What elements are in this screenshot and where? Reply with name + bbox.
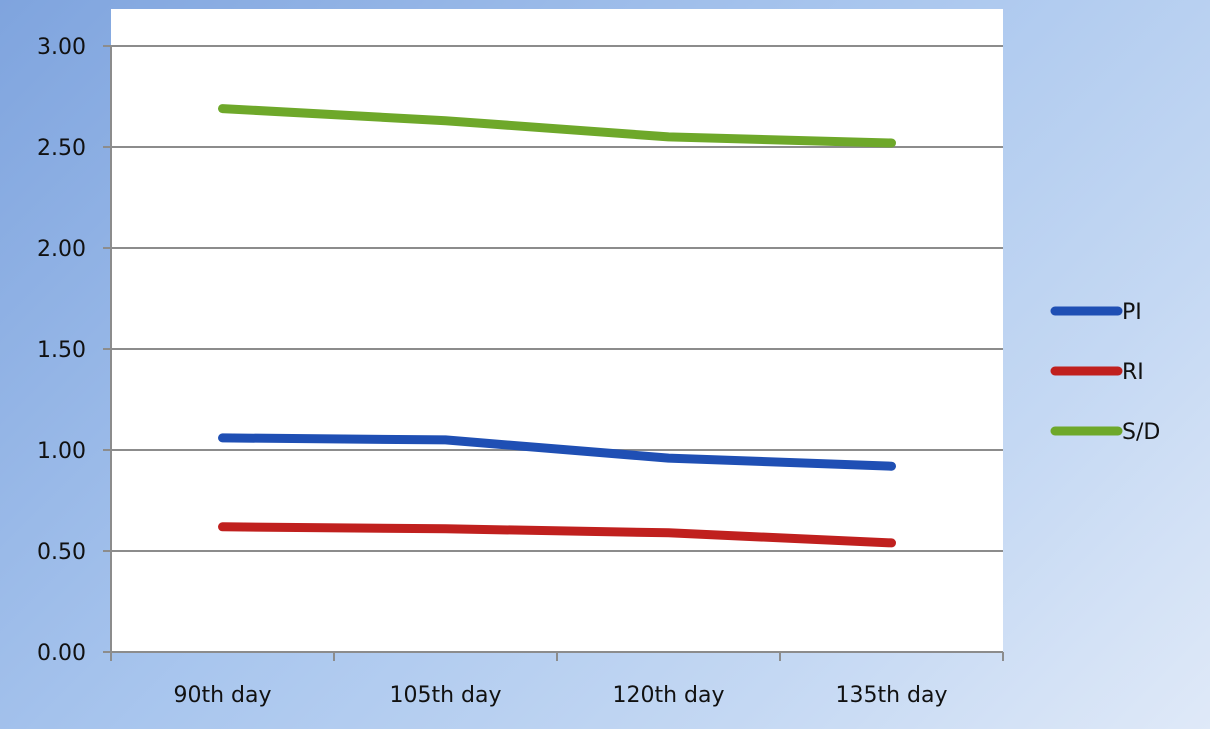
axes: 0.00 0.50 1.00 1.50 2.00 2.50 3.00 90th day 105t… [37, 35, 1004, 708]
y-tick-label: 3.00 [37, 35, 86, 60]
series-line-ri [218, 522, 896, 548]
y-tick-label: 1.50 [37, 338, 86, 363]
y-tick-label: 2.00 [37, 237, 86, 262]
x-tick-label: 135th day [835, 683, 947, 708]
y-tick-label: 2.50 [37, 136, 86, 161]
series-line-pi [218, 433, 896, 471]
legend-label-ri: RI [1122, 360, 1144, 385]
x-tick-label: 90th day [173, 683, 271, 708]
y-tick-label: 0.50 [37, 540, 86, 565]
series-line-s-d [218, 104, 896, 148]
x-tick-label: 120th day [612, 683, 724, 708]
y-tick-label: 0.00 [37, 641, 86, 666]
legend-label-s-d: S/D [1122, 420, 1160, 445]
series-lines [218, 104, 896, 548]
x-tick-label: 105th day [389, 683, 501, 708]
legend-label-pi: PI [1122, 300, 1142, 325]
legend: PI RI S/D [1050, 300, 1160, 445]
y-tick-label: 1.00 [37, 439, 86, 464]
